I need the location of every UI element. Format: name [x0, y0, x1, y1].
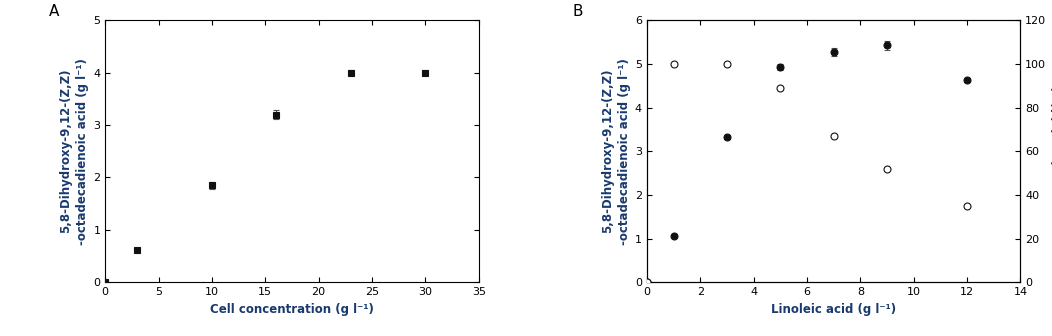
- X-axis label: Cell concentration (g l⁻¹): Cell concentration (g l⁻¹): [210, 303, 373, 316]
- Y-axis label: 5,8-Dihydroxy-9,12-(Z,Z)
-octadecadienoic acid (g l⁻¹): 5,8-Dihydroxy-9,12-(Z,Z) -octadecadienoi…: [601, 58, 631, 245]
- Text: A: A: [49, 4, 60, 19]
- Text: B: B: [572, 4, 583, 19]
- Y-axis label: 5,8-Dihydroxy-9,12-(Z,Z)
-octadecadienoic acid (g l⁻¹): 5,8-Dihydroxy-9,12-(Z,Z) -octadecadienoi…: [59, 58, 89, 245]
- X-axis label: Linoleic acid (g l⁻¹): Linoleic acid (g l⁻¹): [771, 303, 896, 316]
